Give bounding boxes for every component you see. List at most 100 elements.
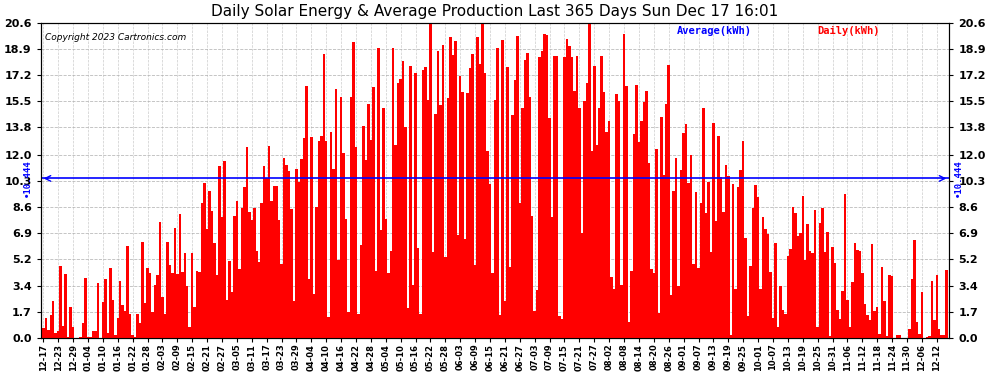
Bar [588, 17, 591, 338]
Bar [188, 327, 191, 338]
Bar [265, 178, 268, 338]
Bar [445, 257, 446, 338]
Bar [876, 307, 878, 338]
Bar [819, 223, 822, 338]
Bar [843, 194, 846, 338]
Bar [253, 208, 255, 338]
Bar [255, 251, 258, 338]
Bar [797, 236, 799, 338]
Bar [392, 48, 394, 338]
Bar [471, 54, 474, 338]
Bar [454, 40, 456, 338]
Bar [364, 160, 367, 338]
Bar [586, 83, 588, 338]
Bar [842, 291, 843, 338]
Bar [611, 278, 613, 338]
Bar [50, 315, 52, 338]
Bar [675, 158, 677, 338]
Bar [122, 305, 124, 338]
Bar [628, 322, 631, 338]
Bar [593, 66, 596, 338]
Bar [777, 327, 779, 338]
Bar [248, 212, 250, 338]
Bar [456, 235, 459, 338]
Bar [832, 247, 834, 338]
Bar [425, 68, 427, 338]
Bar [851, 282, 853, 338]
Bar [848, 327, 851, 338]
Bar [178, 214, 181, 338]
Bar [223, 161, 226, 338]
Bar [563, 57, 565, 338]
Bar [330, 132, 333, 338]
Bar [278, 220, 280, 338]
Text: Copyright 2023 Cartronics.com: Copyright 2023 Cartronics.com [46, 33, 186, 42]
Bar [772, 318, 774, 338]
Bar [548, 118, 550, 338]
Bar [354, 147, 357, 338]
Bar [451, 55, 454, 338]
Bar [151, 312, 153, 338]
Bar [191, 254, 193, 338]
Bar [853, 243, 856, 338]
Bar [918, 334, 921, 338]
Bar [645, 92, 647, 338]
Bar [129, 314, 132, 338]
Bar [343, 153, 345, 338]
Bar [221, 217, 223, 338]
Bar [144, 303, 147, 338]
Bar [933, 320, 936, 338]
Bar [89, 337, 92, 338]
Bar [916, 322, 918, 338]
Bar [822, 208, 824, 338]
Bar [573, 91, 575, 338]
Bar [347, 312, 349, 338]
Bar [161, 297, 163, 338]
Bar [544, 34, 545, 338]
Bar [234, 216, 236, 338]
Bar [45, 318, 47, 338]
Bar [650, 269, 652, 338]
Bar [481, 17, 484, 338]
Bar [231, 292, 234, 338]
Bar [379, 230, 382, 338]
Bar [345, 219, 347, 338]
Bar [677, 286, 680, 338]
Bar [387, 273, 389, 338]
Bar [727, 176, 730, 338]
Bar [449, 37, 451, 338]
Bar [303, 138, 305, 338]
Bar [665, 104, 667, 338]
Bar [208, 191, 211, 338]
Bar [767, 234, 769, 338]
Bar [119, 280, 122, 338]
Bar [623, 34, 626, 338]
Bar [697, 268, 700, 338]
Bar [496, 48, 499, 338]
Bar [802, 196, 804, 338]
Bar [536, 290, 539, 338]
Bar [107, 333, 109, 338]
Bar [213, 243, 216, 338]
Bar [509, 267, 511, 338]
Bar [690, 156, 692, 338]
Bar [244, 186, 246, 338]
Bar [335, 89, 338, 338]
Bar [570, 57, 573, 338]
Bar [742, 141, 744, 338]
Bar [578, 108, 580, 338]
Bar [834, 263, 837, 338]
Bar [511, 116, 514, 338]
Bar [427, 100, 430, 338]
Bar [491, 273, 494, 338]
Bar [621, 285, 623, 338]
Bar [148, 273, 151, 338]
Bar [206, 229, 208, 338]
Bar [489, 184, 491, 338]
Bar [514, 80, 516, 338]
Bar [479, 64, 481, 338]
Bar [504, 302, 506, 338]
Bar [62, 326, 64, 338]
Bar [641, 121, 643, 338]
Bar [52, 301, 54, 338]
